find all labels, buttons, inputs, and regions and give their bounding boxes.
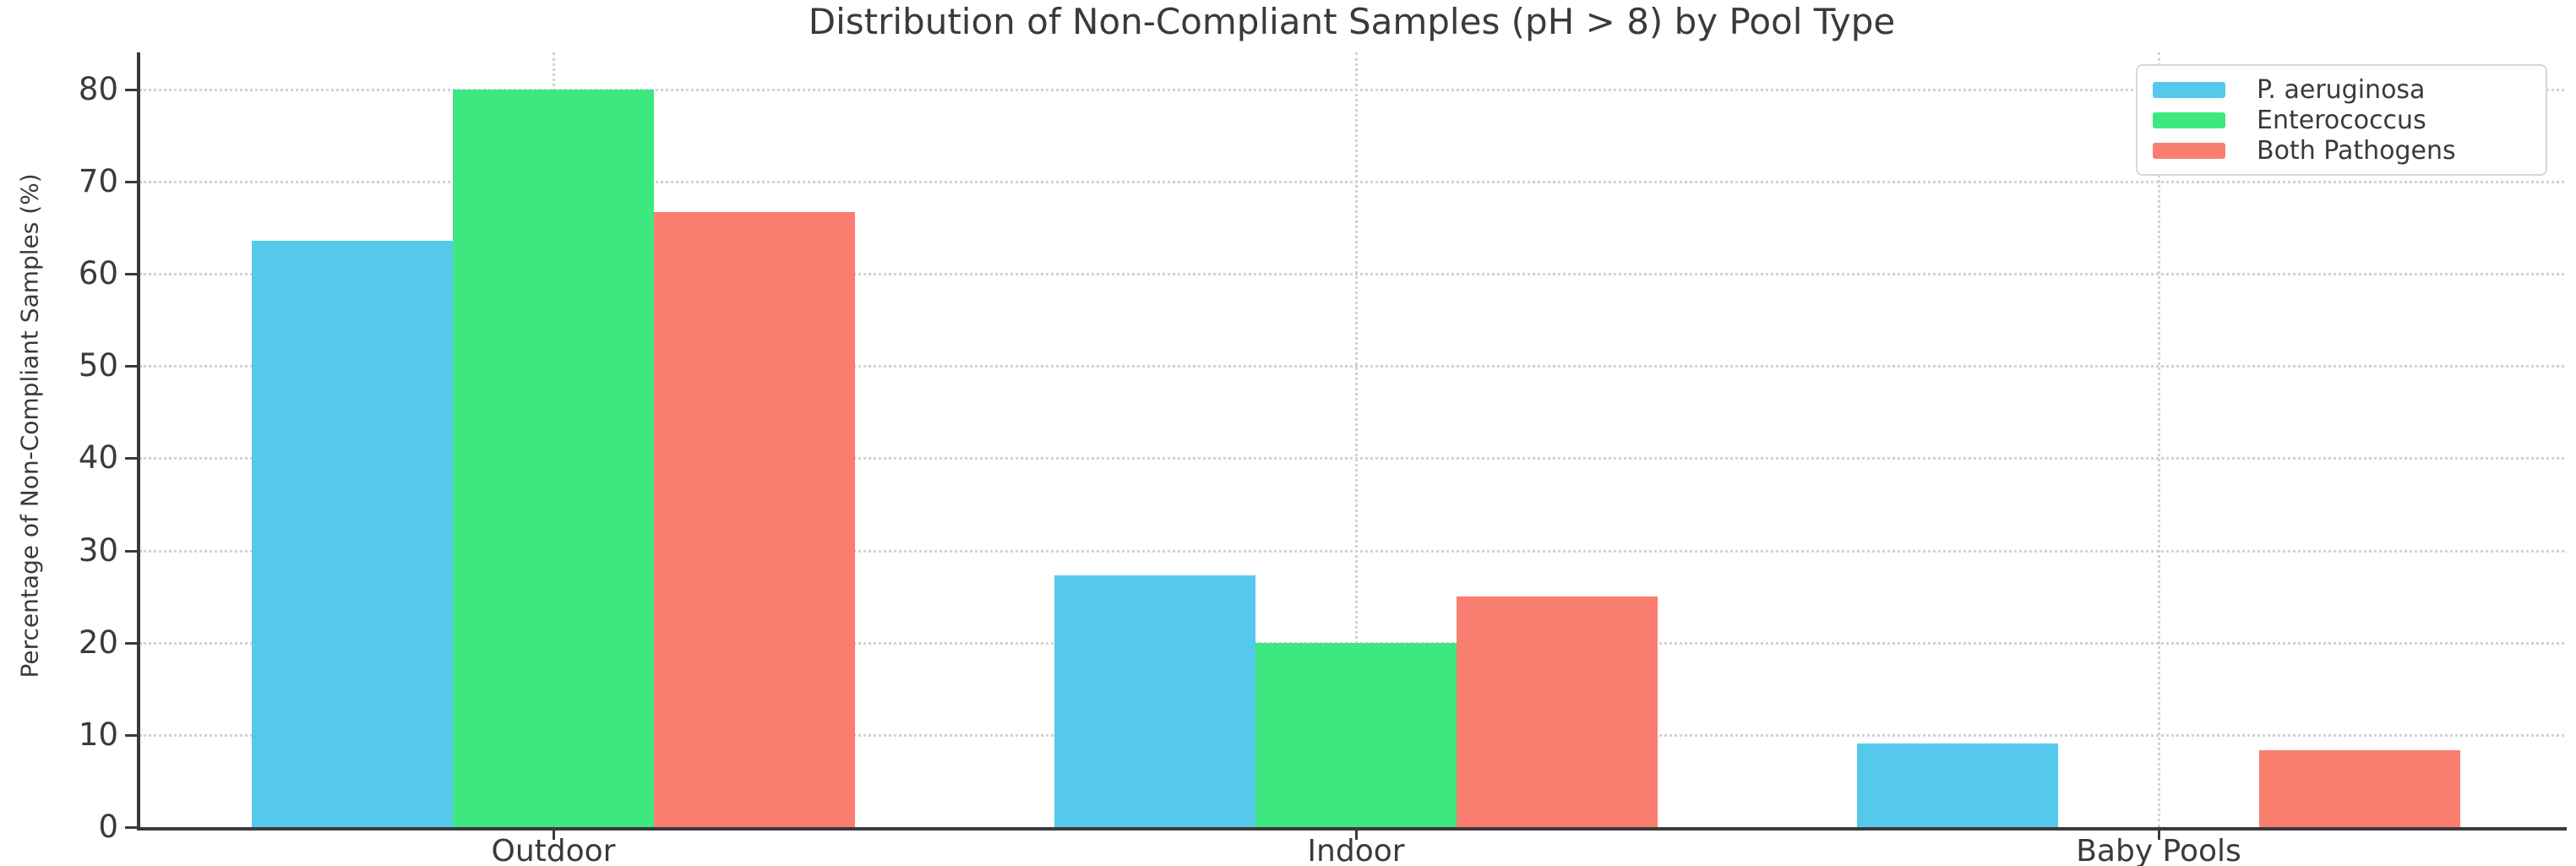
bar-p-aeruginosa-baby-pools [1857, 743, 2058, 827]
h-gridline-70 [139, 180, 2564, 183]
bar-p-aeruginosa-indoor [1054, 575, 1255, 827]
bar-both-pathogens-outdoor [654, 211, 855, 827]
y-tick-label: 10 [78, 716, 118, 753]
legend-item-p-aeruginosa: P. aeruginosa [2153, 74, 2530, 105]
legend-label-enterococcus: Enterococcus [2257, 105, 2426, 135]
y-tick-mark-80 [125, 88, 139, 91]
h-gridline-80 [139, 88, 2564, 91]
y-tick-mark-50 [125, 365, 139, 368]
y-tick-label: 50 [78, 347, 118, 384]
h-gridline-30 [139, 549, 2564, 553]
y-tick-mark-30 [125, 549, 139, 553]
y-tick-label: 0 [98, 809, 118, 845]
plot-area [139, 52, 2564, 827]
x-axis-spine [137, 827, 2567, 831]
h-gridline-60 [139, 273, 2564, 275]
legend-swatch-both-pathogens [2153, 142, 2225, 159]
bar-enterococcus-indoor [1255, 642, 1457, 827]
bar-both-pathogens-indoor [1457, 596, 1658, 827]
y-tick-mark-60 [125, 273, 139, 275]
x-tick-label-baby-pools: Baby Pools [2076, 834, 2241, 866]
y-axis-spine [137, 52, 140, 831]
bar-both-pathogens-baby-pools [2259, 750, 2460, 827]
v-gridline-indoor [1355, 52, 1358, 827]
y-tick-mark-40 [125, 457, 139, 460]
x-tick-mark-indoor [1355, 827, 1358, 840]
x-tick-mark-outdoor [553, 827, 555, 840]
y-tick-label: 20 [78, 624, 118, 661]
legend-swatch-enterococcus [2153, 112, 2225, 128]
h-gridline-40 [139, 457, 2564, 460]
x-tick-mark-baby-pools [2158, 827, 2160, 840]
y-tick-label: 30 [78, 531, 118, 569]
y-tick-mark-70 [125, 180, 139, 183]
y-tick-label: 60 [78, 255, 118, 291]
bar-enterococcus-outdoor [453, 89, 654, 827]
v-gridline-baby-pools [2158, 52, 2160, 827]
y-tick-label: 70 [78, 162, 118, 199]
y-tick-mark-0 [125, 826, 139, 829]
legend-item-both-pathogens: Both Pathogens [2153, 135, 2530, 166]
x-tick-label-outdoor: Outdoor [491, 834, 616, 866]
bar-p-aeruginosa-outdoor [252, 240, 453, 827]
legend-label-p-aeruginosa: P. aeruginosa [2257, 74, 2426, 105]
y-tick-mark-20 [125, 641, 139, 645]
y-tick-label: 40 [78, 439, 118, 477]
legend-swatch-p-aeruginosa [2153, 81, 2225, 98]
h-gridline-50 [139, 365, 2564, 368]
x-tick-label-indoor: Indoor [1307, 834, 1405, 866]
y-tick-label: 80 [78, 70, 118, 107]
legend: P. aeruginosa Enterococcus Both Pathogens [2136, 64, 2547, 176]
legend-label-both-pathogens: Both Pathogens [2257, 135, 2456, 166]
legend-item-enterococcus: Enterococcus [2153, 105, 2530, 135]
y-tick-mark-10 [125, 733, 139, 737]
chart-title: Distribution of Non-Compliant Samples (p… [808, 1, 1896, 42]
